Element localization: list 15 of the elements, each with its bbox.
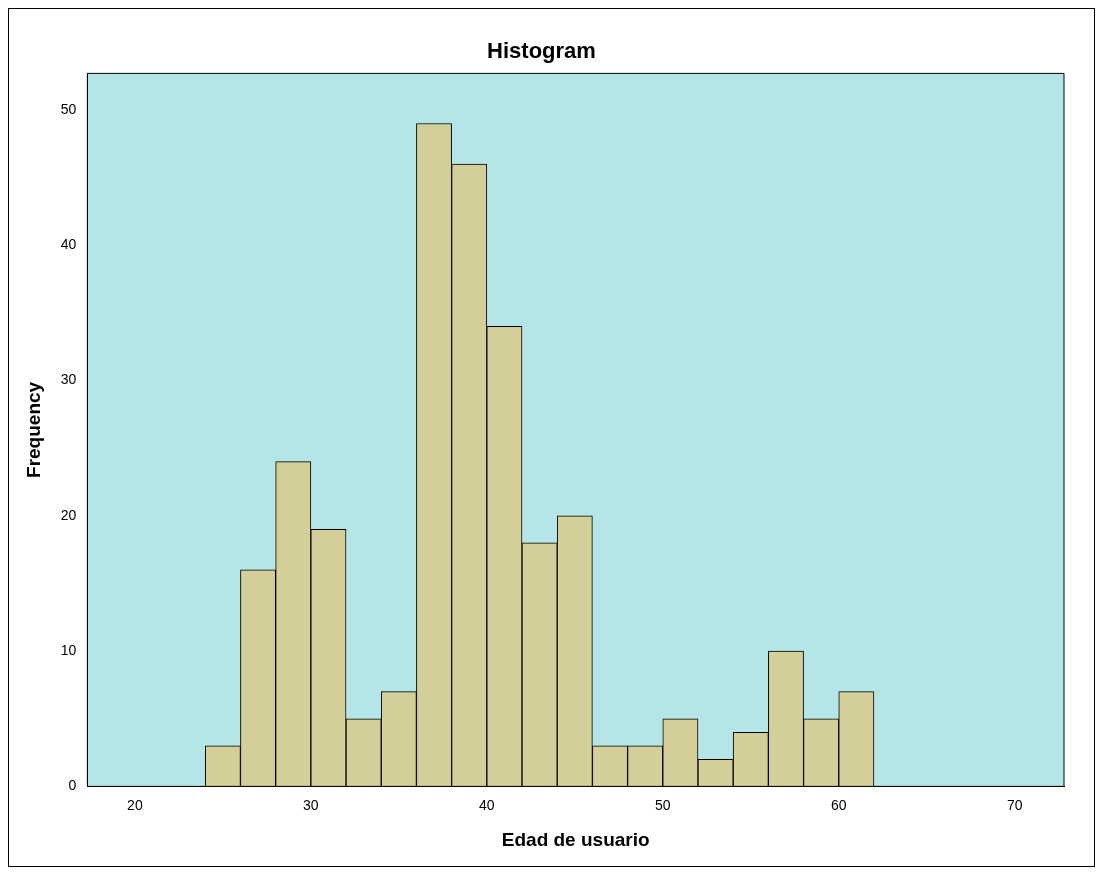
x-tick-label: 20 bbox=[127, 796, 143, 813]
y-tick-label: 0 bbox=[68, 777, 77, 794]
x-tick-label: 50 bbox=[655, 796, 671, 813]
y-tick-label: 50 bbox=[60, 100, 77, 117]
x-tick-label: 40 bbox=[479, 796, 495, 813]
y-tick-label: 30 bbox=[60, 371, 77, 388]
x-tick-label: 30 bbox=[303, 796, 319, 813]
y-tick-label: 40 bbox=[60, 236, 77, 253]
x-tick-label: 60 bbox=[830, 796, 847, 813]
y-axis-title: Frequency bbox=[22, 381, 44, 478]
x-axis-title: Edad de usuario bbox=[501, 828, 650, 850]
y-tick-label: 20 bbox=[60, 506, 77, 523]
x-tick-label: 70 bbox=[1006, 796, 1023, 813]
y-tick-label: 10 bbox=[60, 641, 77, 658]
chart-title: Histogram bbox=[487, 38, 596, 64]
